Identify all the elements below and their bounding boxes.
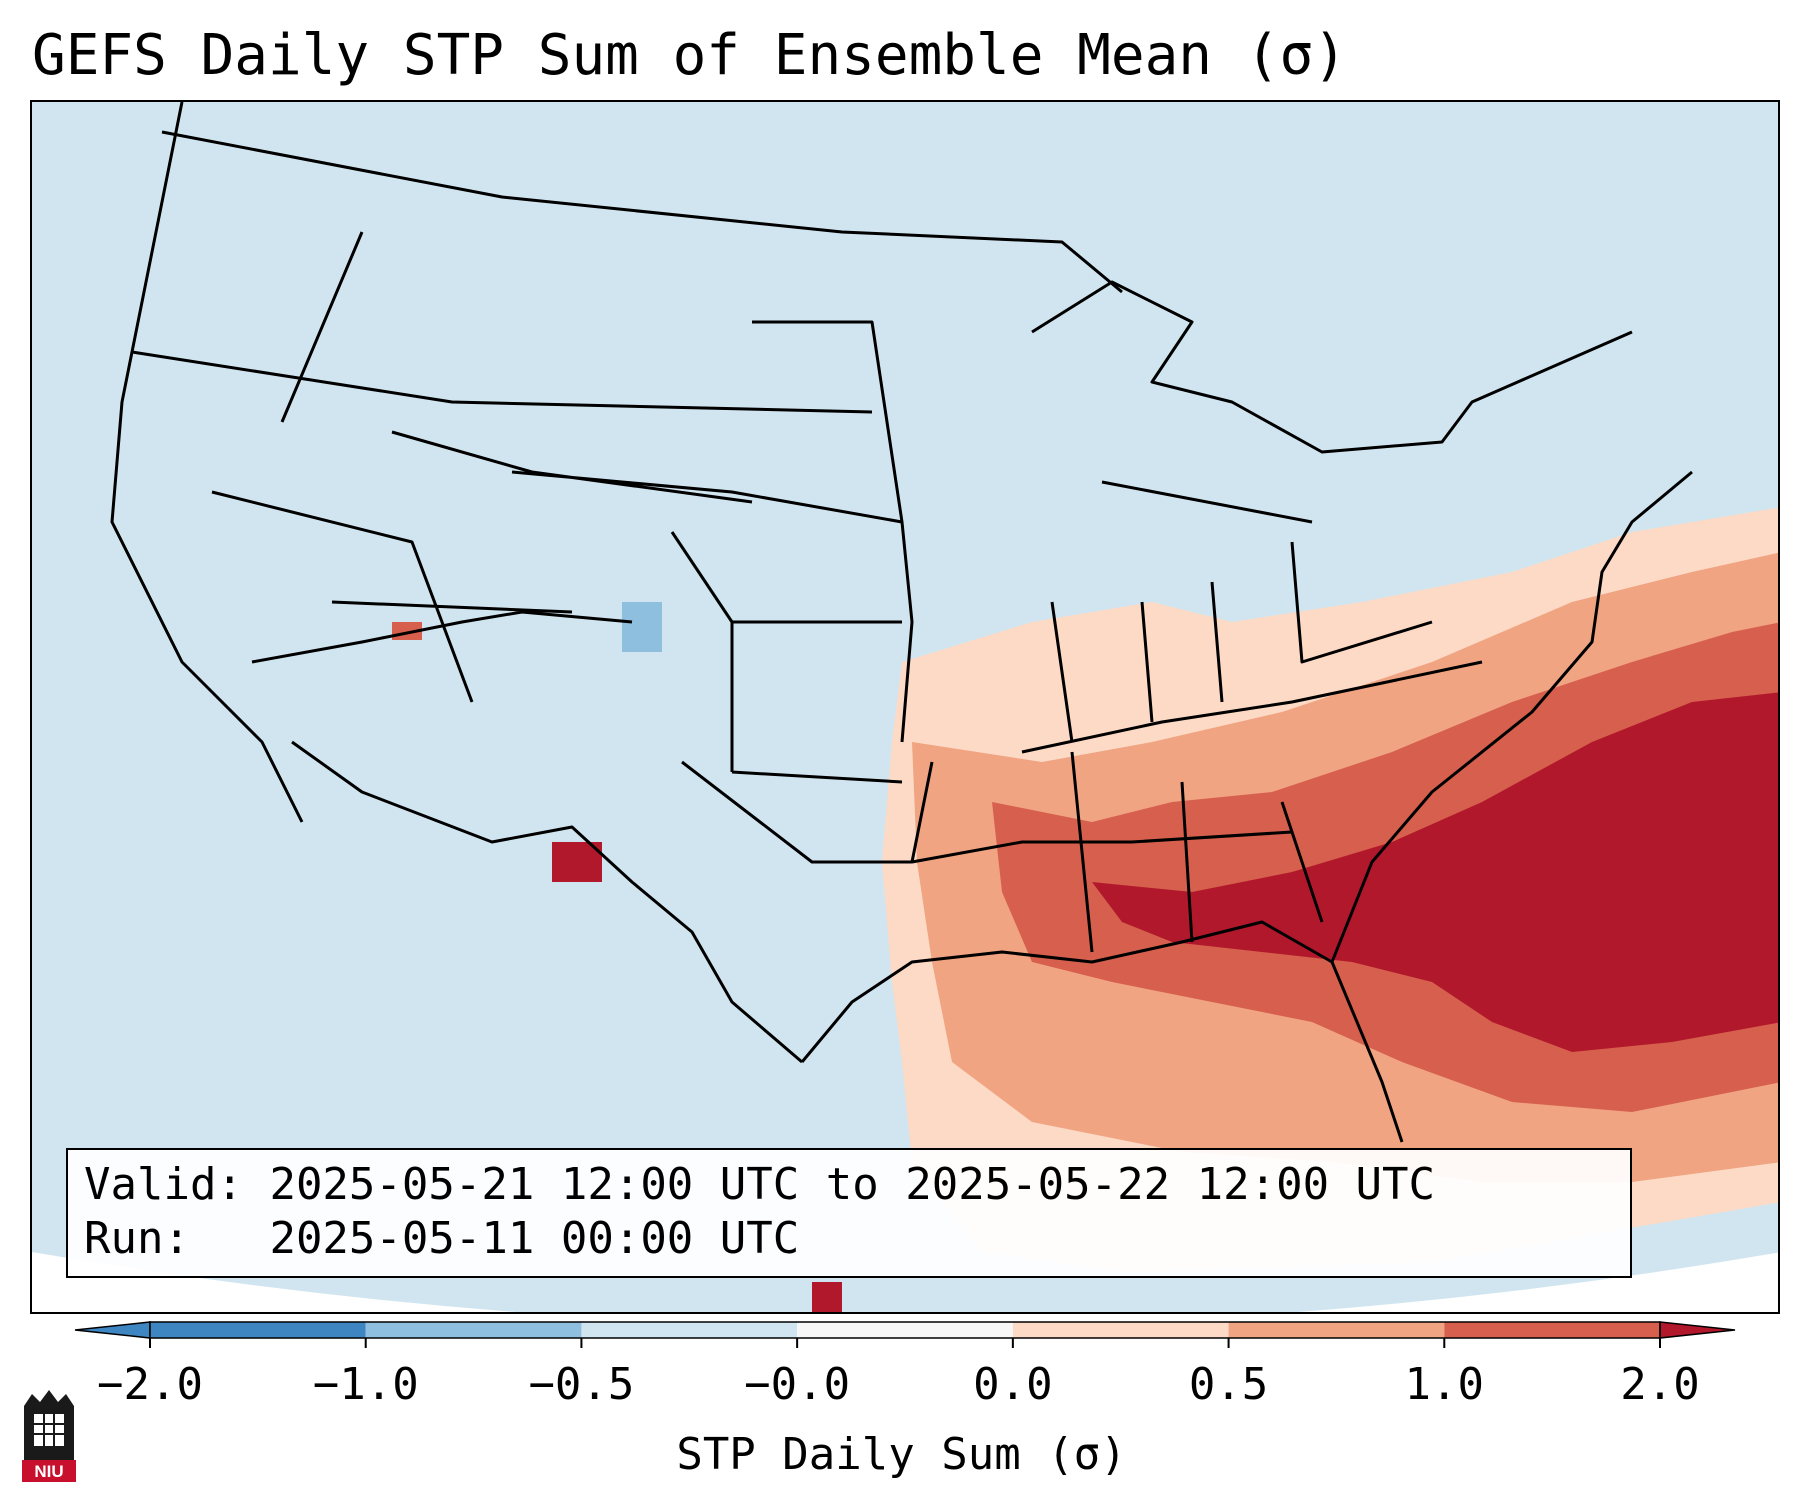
state-lines-west [131,231,903,703]
colorbar-tick-label: 2.0 [1620,1359,1700,1410]
valid-time-range: 2025-05-21 12:00 UTC to 2025-05-22 12:00… [269,1159,1436,1210]
logo-text: NIU [34,1462,63,1481]
colorbar-segment [581,1322,798,1338]
colorbar-tick-label: −0.0 [744,1359,851,1410]
chart-title: GEFS Daily STP Sum of Ensemble Mean (σ) [32,23,1347,88]
stp-field [392,507,1778,1312]
pacific-coastline [110,102,304,823]
valid-label: Valid: [84,1159,243,1210]
stp-negative-patch [622,602,662,652]
colorbar-tick-label: −2.0 [97,1359,203,1410]
us-mexico-border [291,740,803,1064]
colorbar-tick-label: −0.5 [528,1359,635,1410]
valid-run-info-box: Valid: 2025-05-21 12:00 UTC to 2025-05-2… [66,1148,1632,1278]
great-lakes [1031,280,1633,454]
state-lines-central [670,320,934,864]
colorbar-tick-label: −1.0 [312,1359,419,1410]
colorbar-segment [797,1322,1013,1338]
colorbar-extend-high [1659,1321,1736,1339]
gulf-coastline [800,920,1404,1143]
colorbar-tick-label: 0.0 [973,1359,1053,1410]
colorbar-tick-label: 1.0 [1404,1359,1485,1410]
colorbar-segments [74,1321,1736,1348]
colorbar-extend-low [74,1321,151,1339]
colorbar-segment [1228,1322,1445,1338]
colorbar-segment [365,1322,582,1338]
colorbar-label: STP Daily Sum (σ) [676,1429,1127,1480]
colorbar-segment [1444,1322,1660,1338]
colorbar-segment [150,1322,366,1338]
map-canvas [32,102,1778,1312]
state-lines-east [911,480,1483,953]
colorbar-outline [149,1321,1661,1339]
run-time: 2025-05-11 00:00 UTC [269,1213,800,1264]
atlantic-coastline [1330,470,1693,963]
map-panel [30,100,1780,1314]
canada-us-border [161,130,1123,294]
map-outlines [110,102,1693,1143]
colorbar-segment [1012,1322,1229,1338]
stp-max-patch-south [812,1282,842,1312]
run-label: Run: [84,1213,190,1264]
colorbar-tick-label: 0.5 [1188,1359,1269,1410]
niu-logo: NIU [22,1390,76,1482]
stp-max-region [1092,692,1778,1052]
